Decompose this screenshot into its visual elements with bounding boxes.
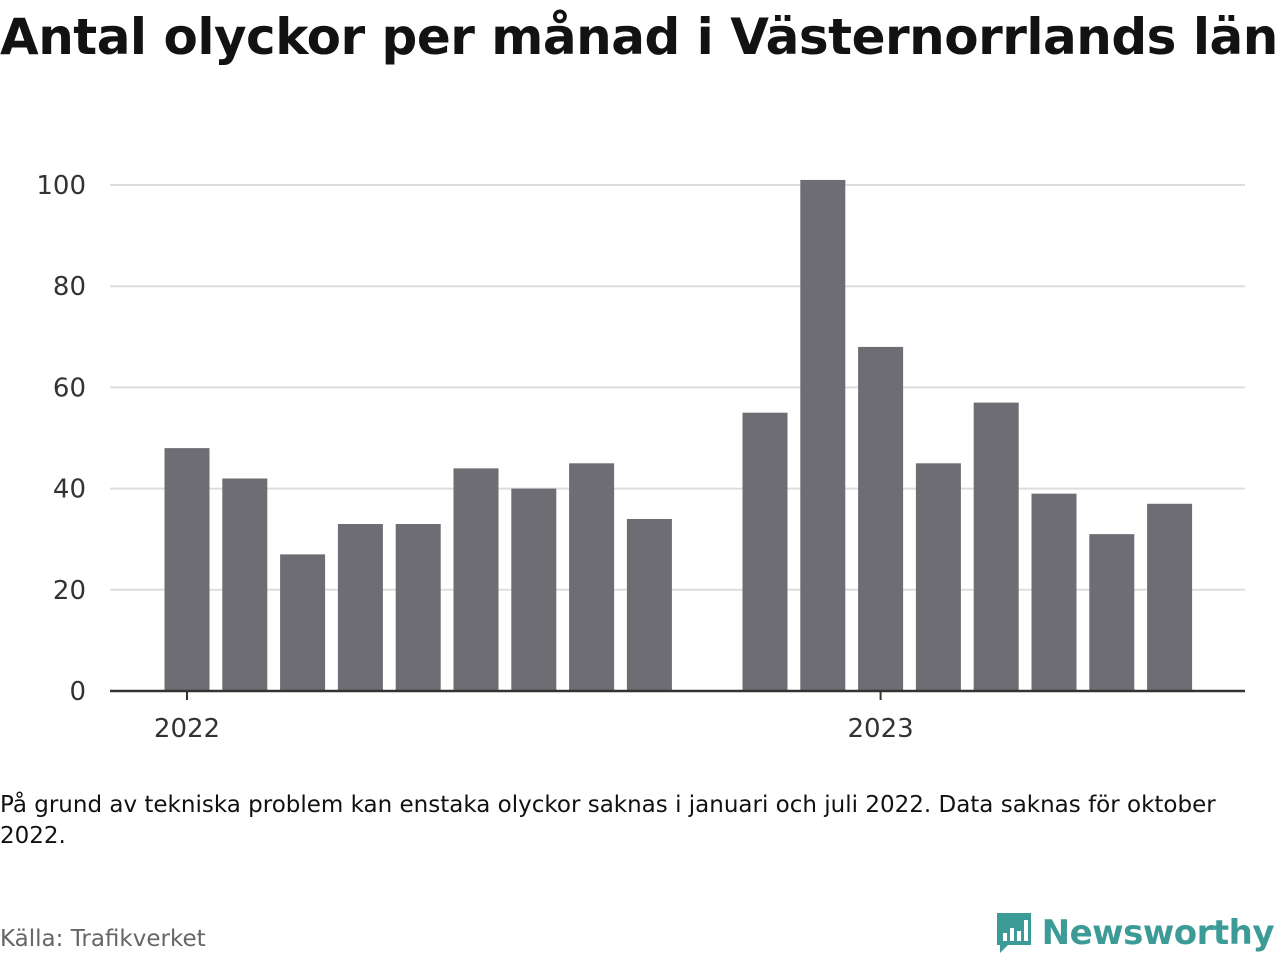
- newsworthy-logo-icon: [996, 913, 1031, 953]
- y-tick-label: 20: [53, 576, 86, 606]
- bar: [800, 179, 846, 691]
- brand-name: Newsworthy: [1041, 913, 1275, 953]
- y-tick-label: 60: [53, 373, 86, 403]
- bar: [569, 463, 615, 691]
- bar: [164, 448, 210, 691]
- bar: [626, 518, 672, 691]
- chart-note: På grund av tekniska problem kan enstaka…: [0, 792, 1216, 849]
- bar-chart: 0 20 40 60 80 100 2022 2023: [36, 171, 1245, 744]
- bar: [222, 478, 268, 691]
- bar: [742, 412, 788, 691]
- chart-title: Antal olyckor per månad i Västernorrland…: [0, 8, 1278, 66]
- y-tick-label: 80: [53, 272, 86, 302]
- bar: [973, 402, 1019, 691]
- y-tick-label: 0: [69, 677, 86, 707]
- bar: [511, 488, 557, 691]
- source-label: Källa: Trafikverket: [0, 926, 206, 952]
- x-tick-label: 2022: [154, 714, 220, 744]
- brand-logo: Newsworthy: [994, 910, 1275, 956]
- bar: [915, 463, 961, 691]
- bar: [453, 468, 499, 691]
- y-tick-label: 100: [36, 171, 86, 201]
- y-tick-label: 40: [53, 475, 86, 505]
- bar: [337, 524, 383, 691]
- bar: [1031, 493, 1077, 691]
- bar: [858, 346, 904, 691]
- bar: [280, 554, 326, 691]
- x-tick-label: 2023: [848, 714, 914, 744]
- bar: [1089, 534, 1135, 691]
- bar: [395, 524, 441, 691]
- bar: [1147, 503, 1193, 691]
